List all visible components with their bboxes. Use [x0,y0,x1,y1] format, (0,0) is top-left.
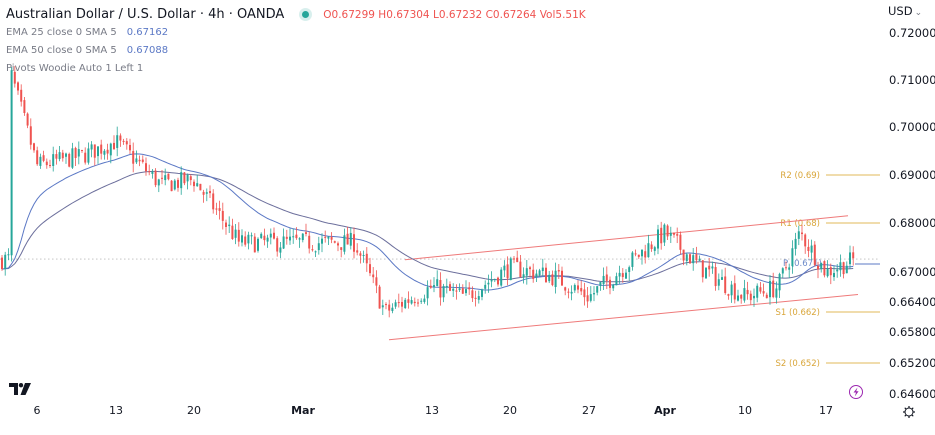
price-tick-label: 0.68000 [889,216,935,230]
pivot-label: R2 (0.69) [780,171,820,181]
indicator-value: 0.67088 [126,45,169,56]
price-tick-label: 0.70000 [889,120,935,134]
ohlc-values: O0.67299 H0.67304 L0.67232 C0.67264 Vol5… [323,9,585,21]
volume-label: Vol [539,9,556,21]
time-tick-label: 20 [187,404,201,417]
candlesticks [1,66,855,318]
indicator-value: 0.67162 [126,27,169,38]
time-tick-label: Mar [291,404,315,417]
symbol-title[interactable]: Australian Dollar / U.S. Dollar · 4h · O… [6,7,285,22]
time-tick-label: 13 [109,404,123,417]
pivot-levels: R2 (0.69) R1 (0.68) P (0.671) S1 (0.662) S2 … [776,171,880,369]
price-tick-label: 0.65800 [889,325,935,339]
price-tick-label: 0.67000 [889,265,935,279]
currency-label: USD [888,4,913,18]
price-tick-label: 0.64600 [889,387,935,401]
price-tick-label: 0.72000 [889,26,935,40]
chevron-down-icon: ⌄ [914,8,923,18]
time-tick-label: Apr [654,404,676,417]
price-tick-label: 0.66400 [889,295,935,309]
low-label: L [432,9,439,21]
pivot-label: S1 (0.662) [776,308,820,318]
pivot-label: S2 (0.652) [776,359,820,369]
currency-selector[interactable]: USD ⌄ [888,4,922,18]
time-tick-label: 17 [819,404,833,417]
price-tick-label: 0.65200 [889,356,935,370]
market-status-dot-icon [302,10,310,18]
indicator-ema50[interactable]: EMA 50 close 0 SMA 5 0.67088 [6,42,586,60]
chart-legend: Australian Dollar / U.S. Dollar · 4h · O… [6,5,586,78]
ema50-line [1,170,854,283]
pivot-label: R1 (0.68) [780,219,820,229]
indicator-label: EMA 25 close 0 SMA 5 [6,27,117,38]
open-value: 0.67299 [331,9,375,21]
high-label: H [378,9,387,21]
tradingview-logo-icon[interactable] [9,380,31,399]
symbol-row: Australian Dollar / U.S. Dollar · 4h · O… [6,5,586,24]
open-label: O [323,9,332,21]
time-axis[interactable]: 6 13 20 Mar 13 20 27 Apr 10 17 [34,404,834,417]
time-tick-label: 20 [503,404,517,417]
close-label: C [485,9,493,21]
lightning-icon[interactable] [849,385,863,399]
time-tick-label: 10 [738,404,752,417]
time-tick-label: 6 [34,404,41,417]
volume-value: 5.51K [555,9,586,21]
ascending-channel[interactable] [388,215,859,341]
indicator-ema25[interactable]: EMA 25 close 0 SMA 5 0.67162 [6,24,586,42]
close-value: 0.67264 [492,9,537,21]
indicator-label: EMA 50 close 0 SMA 5 [6,45,117,56]
time-tick-label: 13 [425,404,439,417]
price-axis[interactable]: 0.72000 0.71000 0.70000 0.69000 0.68000 0.670… [889,26,935,401]
price-tick-label: 0.69000 [889,168,935,182]
low-value: 0.67232 [438,9,483,21]
high-value: 0.67304 [386,9,430,21]
time-tick-label: 27 [582,404,596,417]
ema-lines [1,153,880,291]
indicator-label: Pivots Woodie Auto 1 Left 1 [6,63,144,74]
pivot-label-p: P (0.671) [783,259,822,269]
gear-icon[interactable] [903,406,915,418]
price-tick-label: 0.71000 [889,73,935,87]
indicator-pivots[interactable]: Pivots Woodie Auto 1 Left 1 [6,60,586,78]
